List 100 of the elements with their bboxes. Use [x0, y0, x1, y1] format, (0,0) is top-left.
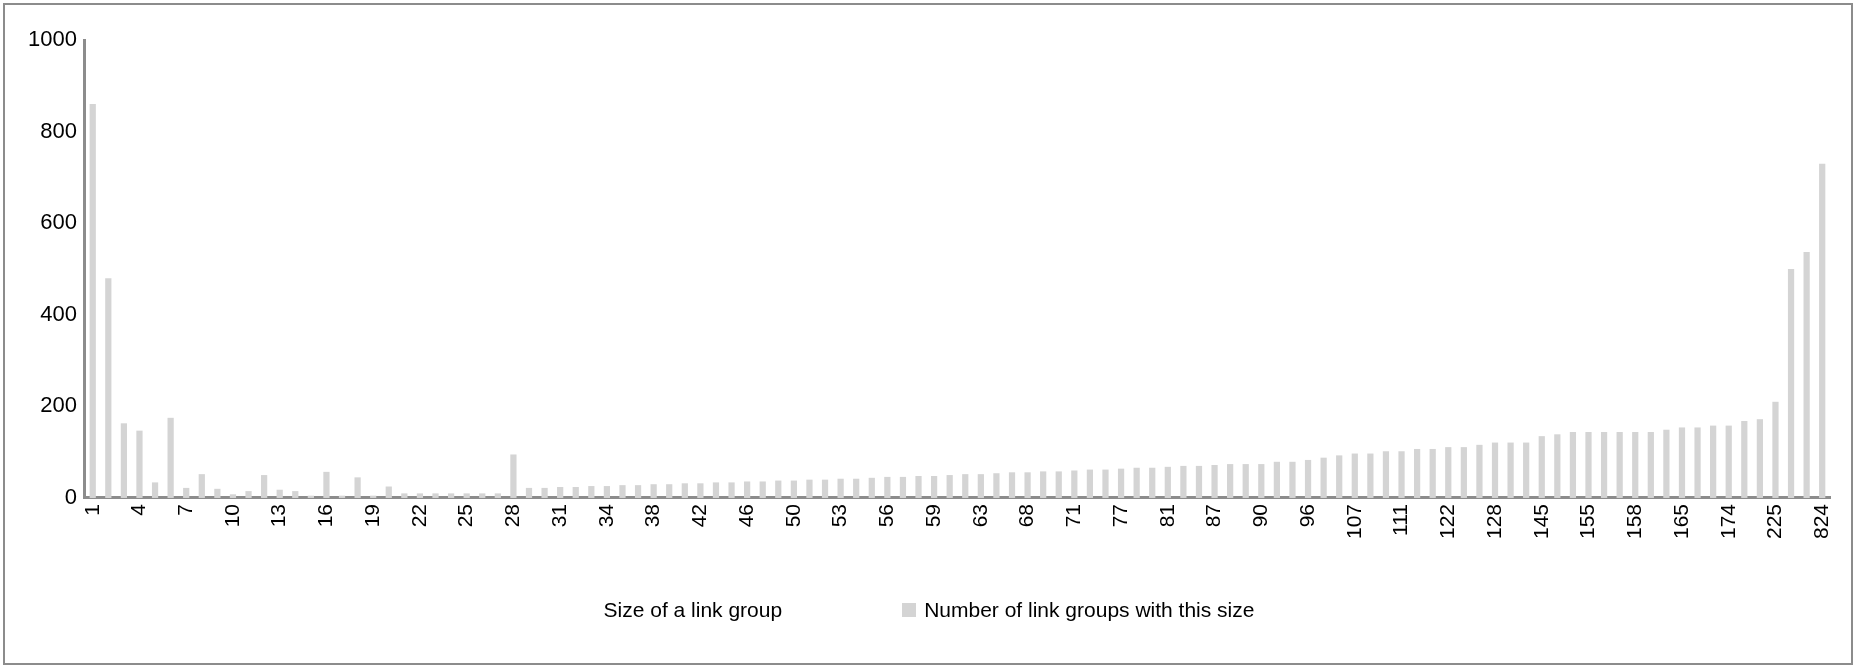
bar [1086, 469, 1094, 498]
x-tick-label: 96 [1294, 503, 1318, 528]
bar [494, 493, 501, 498]
bar [1195, 465, 1203, 498]
bar [1663, 429, 1670, 498]
bar [1710, 425, 1717, 498]
bar [1413, 448, 1421, 498]
bar [603, 486, 611, 498]
bar [1600, 432, 1608, 498]
bar [354, 477, 361, 498]
bar [1242, 464, 1249, 498]
bar [1647, 432, 1654, 498]
x-tick-label: 10 [219, 503, 243, 528]
bar [930, 475, 938, 498]
x-tick-label: 68 [1014, 503, 1038, 528]
bar [151, 482, 159, 498]
bar [1741, 421, 1748, 498]
bar [1476, 444, 1483, 498]
y-tick-label: 1000 [27, 26, 77, 52]
bar [853, 478, 860, 498]
x-tick-label: 1 [79, 503, 103, 516]
bar [1040, 471, 1047, 498]
x-tick-label: 25 [453, 503, 477, 528]
bar [666, 484, 673, 498]
bar [1289, 461, 1296, 498]
bar [1024, 472, 1031, 498]
bar [1273, 461, 1280, 498]
bar [1632, 432, 1639, 498]
bar [1554, 434, 1561, 498]
bar [837, 478, 844, 498]
bar [1756, 419, 1763, 498]
bar [1398, 451, 1405, 498]
x-tick-label: 225 [1762, 503, 1786, 540]
bar [214, 488, 221, 498]
x-tick-label: 38 [640, 503, 664, 528]
bar [198, 474, 205, 498]
bar [821, 479, 829, 498]
y-tick-label: 400 [40, 300, 77, 326]
bar [806, 479, 813, 498]
bar [884, 476, 891, 498]
bar [790, 480, 797, 498]
bar [572, 486, 579, 498]
y-tick-label: 800 [40, 117, 77, 143]
bar [1616, 432, 1623, 498]
bar [510, 454, 517, 498]
bar [899, 476, 907, 498]
x-tick-label: 31 [546, 503, 570, 528]
bar [1008, 472, 1016, 498]
bar [245, 491, 252, 498]
bar [650, 484, 657, 498]
bar [1382, 451, 1390, 498]
y-tick-label: 200 [40, 392, 77, 418]
x-tick-label: 50 [780, 503, 804, 528]
bar [1585, 432, 1592, 498]
bar [183, 487, 190, 498]
x-tick-label: 174 [1715, 503, 1739, 540]
bar [1227, 464, 1234, 498]
bar [1819, 163, 1826, 498]
x-tick-label: 28 [500, 503, 524, 528]
bar [1180, 465, 1187, 498]
bar [681, 483, 688, 498]
x-tick-label: 145 [1528, 503, 1552, 540]
bar [432, 493, 439, 498]
x-tick-label: 155 [1575, 503, 1599, 540]
bar [525, 487, 533, 498]
bar [1725, 425, 1732, 498]
bar [463, 493, 470, 498]
bar [276, 489, 283, 498]
bar [479, 493, 486, 498]
x-tick-label: 7 [173, 503, 197, 516]
bar [1351, 453, 1358, 498]
x-tick-label: 16 [313, 503, 337, 528]
bar [1491, 442, 1499, 498]
bar [1772, 401, 1779, 498]
legend-label: Number of link groups with this size [924, 598, 1255, 622]
bar [868, 477, 875, 498]
bar [634, 485, 642, 498]
bar [588, 486, 595, 498]
bar [728, 482, 735, 498]
x-tick-label: 111 [1388, 503, 1412, 536]
bar [1678, 427, 1686, 498]
bar [1429, 448, 1436, 498]
bar [1460, 447, 1467, 498]
bar [993, 473, 1000, 498]
bar [1787, 268, 1795, 498]
bar [136, 430, 143, 498]
x-tick-label: 19 [359, 503, 383, 528]
x-tick-label: 107 [1341, 503, 1365, 540]
x-tick-label: 34 [593, 503, 617, 528]
bar [292, 491, 299, 498]
bar [1211, 464, 1218, 498]
x-tick-label: 87 [1201, 503, 1225, 528]
y-tick-label: 600 [40, 209, 77, 235]
bar [775, 480, 782, 498]
bar [1117, 468, 1125, 498]
bar [619, 485, 626, 498]
bar [1071, 470, 1078, 498]
bar [323, 471, 330, 498]
x-axis-title: Size of a link group [603, 598, 783, 622]
bar [1102, 469, 1109, 498]
